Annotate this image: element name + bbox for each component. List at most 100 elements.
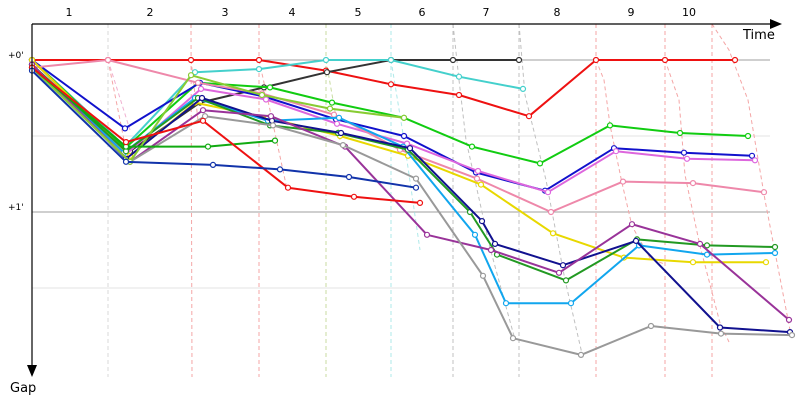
series-3-point-7 xyxy=(536,160,544,167)
y-axis-label: Gap xyxy=(10,381,36,396)
series-0-point-8 xyxy=(592,56,600,64)
lap-label-8: 8 xyxy=(554,6,561,19)
series-10 xyxy=(28,61,794,336)
series-5-point-2 xyxy=(197,85,205,93)
series-5-point-10 xyxy=(751,157,759,164)
series-15-point-4 xyxy=(350,193,358,200)
series-0-point-10 xyxy=(731,56,739,64)
series-9-point-11 xyxy=(771,243,779,251)
series-10-point-8 xyxy=(559,262,567,269)
series-8-point-8 xyxy=(567,300,575,307)
lap-label-1: 1 xyxy=(66,6,73,19)
lap-link-2 xyxy=(711,23,791,331)
series-10-point-6 xyxy=(478,218,486,225)
series-3-point-10 xyxy=(744,132,752,140)
lap-link-7 xyxy=(107,59,127,151)
y-tick-label-0: +0' xyxy=(8,51,24,61)
series-11-point-6 xyxy=(487,246,495,254)
lap-label-layer: 1 2 3 4 5 6 7 8 9 10 xyxy=(66,6,697,19)
series-5-point-3 xyxy=(262,96,270,103)
series-2-point-6 xyxy=(455,73,463,80)
series-0-point-2 xyxy=(187,56,195,64)
series-1-point-4 xyxy=(323,69,331,76)
series-2-point-5 xyxy=(387,56,395,64)
series-10-point-10 xyxy=(716,324,724,331)
series-11-point-8 xyxy=(628,221,636,228)
series-0-point-6 xyxy=(455,91,463,99)
lap-boundary-2 xyxy=(190,23,193,378)
series-13-point-4 xyxy=(326,105,334,112)
series-2-point-2 xyxy=(191,69,199,76)
series-8-point-6 xyxy=(471,231,479,238)
series-2-point-3 xyxy=(255,65,263,73)
series-11-point-3 xyxy=(267,113,275,120)
series-15-point-1 xyxy=(122,139,130,146)
series-5-point-9 xyxy=(683,155,691,162)
series-10-point-4 xyxy=(337,129,345,137)
series-5-point-8 xyxy=(612,148,620,155)
series-8 xyxy=(28,61,779,307)
series-6-point-6 xyxy=(473,175,481,182)
lap-link-8 xyxy=(190,59,199,121)
lap-label-2: 2 xyxy=(147,6,154,19)
series-12-point-4 xyxy=(339,142,347,149)
series-8-point-7 xyxy=(502,300,510,307)
series-1-point-6 xyxy=(449,56,457,64)
series-4-point-1 xyxy=(121,125,129,132)
series-0-point-9 xyxy=(661,56,669,64)
series-0-point-5 xyxy=(387,81,395,88)
series-line-9 xyxy=(31,63,776,282)
series-16-point-5 xyxy=(412,184,420,191)
series-10-point-9 xyxy=(632,237,640,244)
series-line-1 xyxy=(31,59,519,153)
series-13-point-2 xyxy=(187,72,195,79)
series-line-5 xyxy=(31,59,756,194)
y-tick-label-1: +1' xyxy=(8,203,24,213)
series-15 xyxy=(28,64,424,206)
series-7 xyxy=(28,56,770,266)
y-axis-arrow-icon xyxy=(27,365,37,377)
lap-label-3: 3 xyxy=(222,6,229,19)
series-14-point-2 xyxy=(204,143,212,150)
series-line-14 xyxy=(31,66,276,148)
series-4-point-9 xyxy=(680,149,688,156)
series-5-point-6 xyxy=(474,167,482,175)
series-10-point-7 xyxy=(491,240,499,247)
series-16-point-3 xyxy=(276,166,284,173)
series-12-point-5 xyxy=(412,175,420,182)
series-10-point-5 xyxy=(406,145,414,152)
series-1-point-7 xyxy=(515,56,523,64)
x-axis-arrow-icon xyxy=(770,19,782,29)
series-16 xyxy=(28,67,420,191)
series-5 xyxy=(28,56,759,196)
series-14-point-3 xyxy=(271,137,279,144)
series-8-point-4 xyxy=(335,114,343,121)
series-3-point-3 xyxy=(266,84,274,91)
series-15-point-3 xyxy=(284,184,292,191)
series-line-16 xyxy=(31,69,417,189)
lap-link-0 xyxy=(595,59,665,265)
lap-label-4: 4 xyxy=(289,6,296,19)
series-3-point-8 xyxy=(606,122,614,129)
series-7-point-9 xyxy=(689,259,697,266)
lap-label-9: 9 xyxy=(628,6,635,19)
y-tick-layer: +0' +1' xyxy=(8,51,24,213)
series-0-point-7 xyxy=(525,113,533,120)
series-12-point-7 xyxy=(509,335,517,342)
series-5-point-4 xyxy=(333,120,341,127)
lap-link-1 xyxy=(664,59,730,343)
lap-link-10 xyxy=(107,59,131,131)
series-11-point-9 xyxy=(696,240,704,247)
series-16-point-1 xyxy=(122,158,130,165)
series-11-point-7 xyxy=(555,269,563,276)
series-line-10 xyxy=(31,63,791,334)
series-3-point-9 xyxy=(676,129,684,137)
series-11-point-2 xyxy=(199,107,207,114)
series-11-point-10 xyxy=(785,316,793,323)
series-10-point-2 xyxy=(198,94,206,102)
series-6-point-2 xyxy=(194,79,202,86)
series-5-point-5 xyxy=(403,140,411,147)
series-4-point-10 xyxy=(748,152,756,159)
series-12-point-10 xyxy=(717,330,725,337)
